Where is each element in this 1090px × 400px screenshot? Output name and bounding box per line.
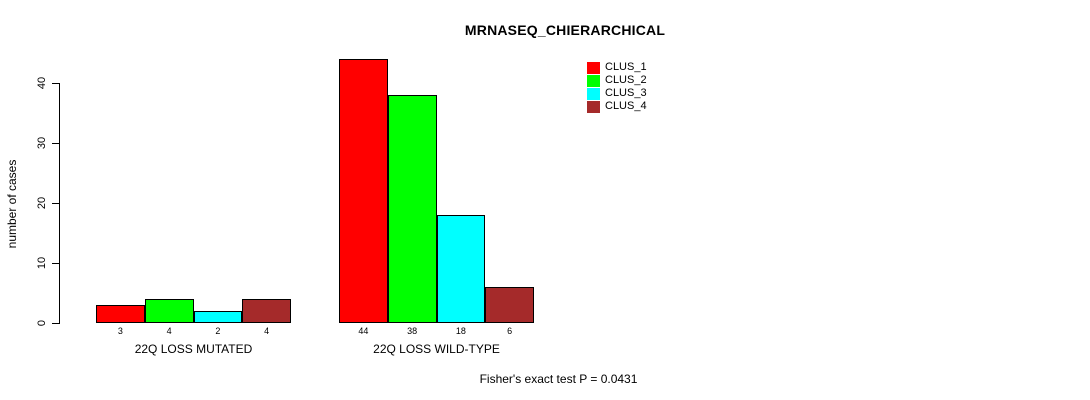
y-tick — [52, 143, 59, 144]
bar-value-label: 3 — [117, 326, 123, 336]
y-tick-label: 0 — [36, 319, 48, 327]
category-label: 22Q LOSS WILD-TYPE — [373, 342, 500, 356]
legend: CLUS_1 CLUS_2 CLUS_3 CLUS_4 — [587, 61, 647, 113]
bar-clus_3 — [193, 311, 243, 323]
legend-item: CLUS_2 — [587, 74, 647, 87]
bar-value-label: 44 — [358, 326, 369, 336]
bar-value-label: 4 — [264, 326, 270, 336]
y-axis-label: number of cases — [5, 159, 19, 249]
y-tick-label: 10 — [36, 256, 48, 270]
y-tick — [52, 263, 59, 264]
category-label: 22Q LOSS MUTATED — [134, 342, 253, 356]
y-axis — [59, 83, 60, 324]
legend-item: CLUS_4 — [587, 100, 647, 113]
chart-title: MRNASEQ_CHIERARCHICAL — [464, 22, 666, 38]
bar-clus_4 — [242, 299, 291, 323]
y-tick-label: 30 — [36, 136, 48, 150]
y-tick-label: 40 — [36, 76, 48, 90]
bar-clus_4 — [485, 287, 534, 323]
legend-label: CLUS_1 — [605, 61, 647, 73]
bar-value-label: 2 — [215, 326, 221, 336]
legend-swatch — [587, 74, 600, 87]
legend-item: CLUS_1 — [587, 61, 647, 74]
y-tick — [52, 323, 59, 324]
bar-value-label: 4 — [166, 326, 172, 336]
bar-clus_2 — [144, 299, 194, 323]
y-tick — [52, 83, 59, 84]
annotation-text: Fisher's exact test P = 0.0431 — [479, 372, 638, 386]
bar-value-label: 18 — [455, 326, 466, 336]
bar-clus_1 — [339, 59, 388, 323]
bar-clus_3 — [436, 215, 486, 323]
legend-swatch — [587, 61, 600, 74]
legend-label: CLUS_3 — [605, 87, 647, 99]
legend-swatch — [587, 87, 600, 100]
bar-value-label: 38 — [407, 326, 418, 336]
bar-clus_1 — [96, 305, 145, 323]
bar-clus_2 — [387, 95, 437, 323]
legend-swatch — [587, 100, 600, 113]
legend-label: CLUS_4 — [605, 100, 647, 112]
bar-value-label: 6 — [507, 326, 513, 336]
y-tick-label: 20 — [36, 196, 48, 210]
legend-label: CLUS_2 — [605, 74, 647, 86]
legend-item: CLUS_3 — [587, 87, 647, 100]
y-tick — [52, 203, 59, 204]
